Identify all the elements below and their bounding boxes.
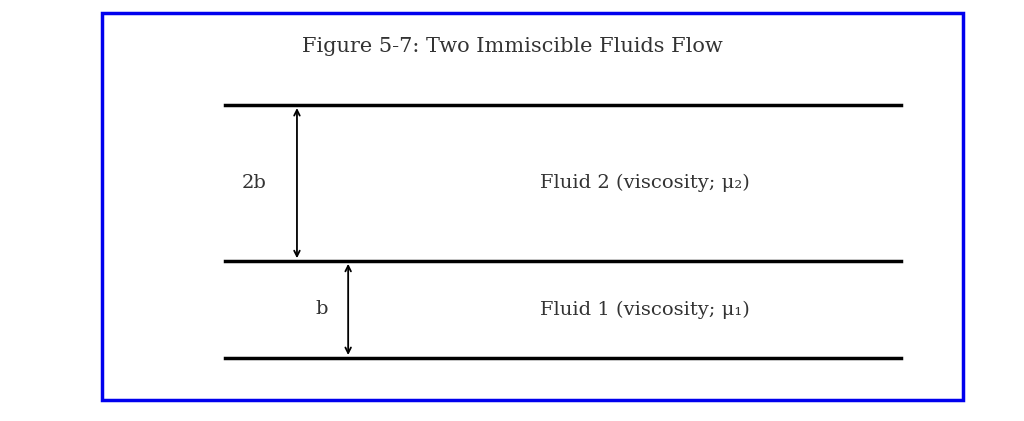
Text: Figure 5-7: Two Immiscible Fluids Flow: Figure 5-7: Two Immiscible Fluids Flow bbox=[302, 37, 722, 56]
Text: b: b bbox=[315, 301, 328, 318]
Text: Fluid 1 (viscosity; μ₁): Fluid 1 (viscosity; μ₁) bbox=[541, 300, 750, 319]
Text: 2b: 2b bbox=[242, 174, 266, 192]
Text: Fluid 2 (viscosity; μ₂): Fluid 2 (viscosity; μ₂) bbox=[541, 174, 750, 192]
